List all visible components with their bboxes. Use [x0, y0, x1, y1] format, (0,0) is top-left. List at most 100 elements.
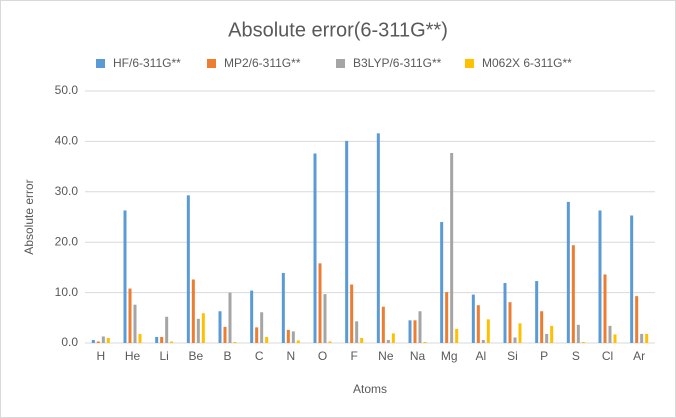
legend-swatch — [336, 59, 345, 68]
bar — [360, 337, 364, 343]
bar — [355, 321, 359, 343]
bar — [545, 333, 549, 343]
x-axis-label: Atoms — [353, 382, 387, 396]
bar — [155, 336, 159, 343]
bar — [455, 328, 459, 343]
bar — [350, 284, 354, 343]
bar — [128, 288, 132, 343]
bar — [133, 304, 137, 343]
y-tick-label: 20.0 — [55, 234, 79, 248]
bar — [201, 313, 205, 343]
bar — [318, 263, 322, 343]
bar — [265, 336, 269, 343]
x-tick-label: P — [540, 349, 548, 363]
bar — [476, 305, 480, 343]
bar — [471, 294, 475, 343]
x-tick-label: S — [572, 349, 580, 363]
bar — [413, 320, 417, 343]
bar — [91, 339, 95, 343]
x-tick-label: Be — [188, 349, 203, 363]
bar — [328, 341, 332, 343]
y-axis-label: Absolute error — [22, 179, 36, 254]
bar — [630, 215, 634, 343]
bar — [566, 201, 570, 343]
bar — [291, 331, 295, 343]
bar — [508, 302, 512, 343]
bar — [123, 210, 127, 343]
bar — [518, 323, 522, 343]
x-tick-label: Ne — [378, 349, 394, 363]
bar — [550, 325, 554, 343]
y-tick-label: 0.0 — [61, 335, 78, 349]
bar — [323, 294, 327, 343]
x-tick-label: Ar — [633, 349, 645, 363]
x-tick-label: F — [350, 349, 357, 363]
bar — [391, 333, 395, 343]
x-tick-label: Na — [410, 349, 426, 363]
bar — [186, 195, 190, 343]
y-tick-label: 10.0 — [55, 285, 79, 299]
bar — [170, 341, 174, 343]
bar — [598, 210, 602, 343]
bar — [223, 326, 227, 343]
chart-title: Absolute error(6-311G**) — [228, 19, 448, 41]
bar — [286, 329, 290, 343]
bar — [313, 153, 317, 343]
x-tick-label: C — [255, 349, 264, 363]
bar — [101, 336, 105, 343]
x-tick-label: O — [318, 349, 327, 363]
legend-label: M062X 6-311G** — [482, 56, 572, 70]
bar — [233, 341, 237, 343]
bar — [191, 279, 195, 343]
bar — [540, 311, 544, 343]
x-tick-label: Mg — [441, 349, 458, 363]
bar — [106, 337, 110, 343]
bar — [608, 325, 612, 343]
bar — [418, 311, 422, 343]
bar — [296, 340, 300, 343]
bar — [576, 324, 580, 343]
bar — [196, 318, 200, 343]
bar — [386, 339, 390, 343]
bar — [445, 292, 449, 343]
x-tick-label: B — [223, 349, 231, 363]
bar — [138, 333, 142, 343]
bar — [345, 140, 349, 343]
bar — [571, 245, 575, 343]
bar — [535, 281, 539, 343]
bar — [381, 306, 385, 343]
bar — [228, 292, 232, 343]
x-tick-label: H — [96, 349, 105, 363]
x-tick-label: Si — [507, 349, 518, 363]
bar — [640, 333, 644, 343]
bar — [503, 283, 507, 343]
x-tick-label: He — [125, 349, 141, 363]
x-tick-label: Li — [159, 349, 168, 363]
bar — [376, 133, 380, 343]
bar — [440, 222, 444, 343]
bar — [408, 320, 412, 343]
y-tick-label: 40.0 — [55, 134, 79, 148]
legend-label: B3LYP/6-311G** — [353, 56, 442, 70]
bar — [423, 341, 427, 343]
bar — [260, 312, 264, 343]
bar — [250, 290, 254, 343]
bar — [513, 337, 517, 343]
bar — [603, 274, 607, 343]
bar — [281, 272, 285, 343]
bar — [613, 334, 617, 343]
bar — [450, 152, 454, 343]
legend-swatch — [207, 59, 216, 68]
bar — [96, 341, 100, 343]
legend-label: HF/6-311G** — [113, 56, 181, 70]
y-tick-label: 30.0 — [55, 184, 79, 198]
bar — [645, 333, 649, 343]
y-tick-label: 50.0 — [55, 83, 79, 97]
bar — [255, 327, 259, 343]
bar — [160, 336, 164, 343]
bar — [581, 341, 585, 343]
legend-label: MP2/6-311G** — [224, 56, 301, 70]
